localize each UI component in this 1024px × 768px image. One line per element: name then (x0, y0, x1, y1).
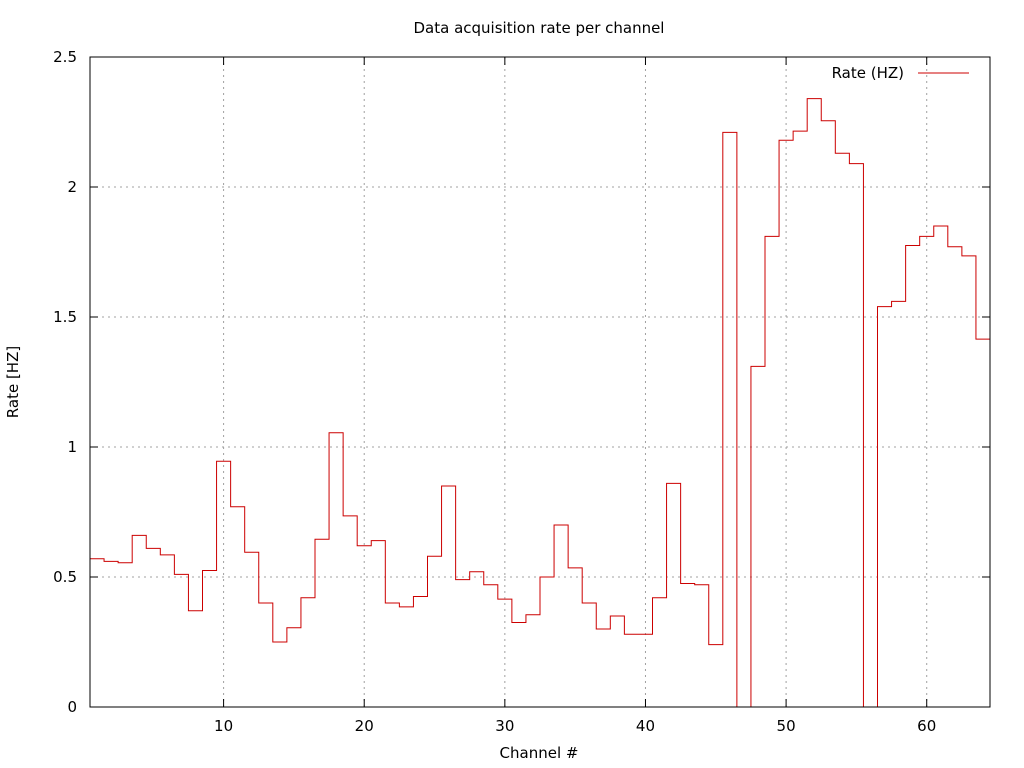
y-tick-label: 0.5 (53, 568, 77, 586)
series-layer (90, 98, 990, 708)
series-step-line (90, 98, 990, 708)
plot-frame (89, 56, 991, 708)
y-tick-label: 1 (67, 438, 77, 456)
x-tick-label: 20 (355, 717, 374, 735)
x-tick-label: 60 (917, 717, 936, 735)
y-tick-label: 2 (67, 178, 77, 196)
x-axis-ticks: 10 20 30 40 50 60 (214, 57, 936, 735)
grid-lines (90, 57, 990, 707)
y-tick-label: 2.5 (53, 48, 77, 66)
y-tick-label: 0 (67, 698, 77, 716)
legend: Rate (HZ) (832, 64, 969, 82)
x-axis-label: Channel # (500, 744, 579, 762)
y-axis-ticks: 0 0.5 1 1.5 2 2.5 (53, 48, 990, 716)
x-tick-label: 40 (636, 717, 655, 735)
y-axis-label: Rate [HZ] (4, 346, 22, 418)
y-tick-label: 1.5 (53, 308, 77, 326)
legend-label: Rate (HZ) (832, 64, 904, 82)
chart-title: Data acquisition rate per channel (414, 19, 665, 37)
x-tick-label: 10 (214, 717, 233, 735)
x-tick-label: 30 (495, 717, 514, 735)
x-tick-label: 50 (777, 717, 796, 735)
